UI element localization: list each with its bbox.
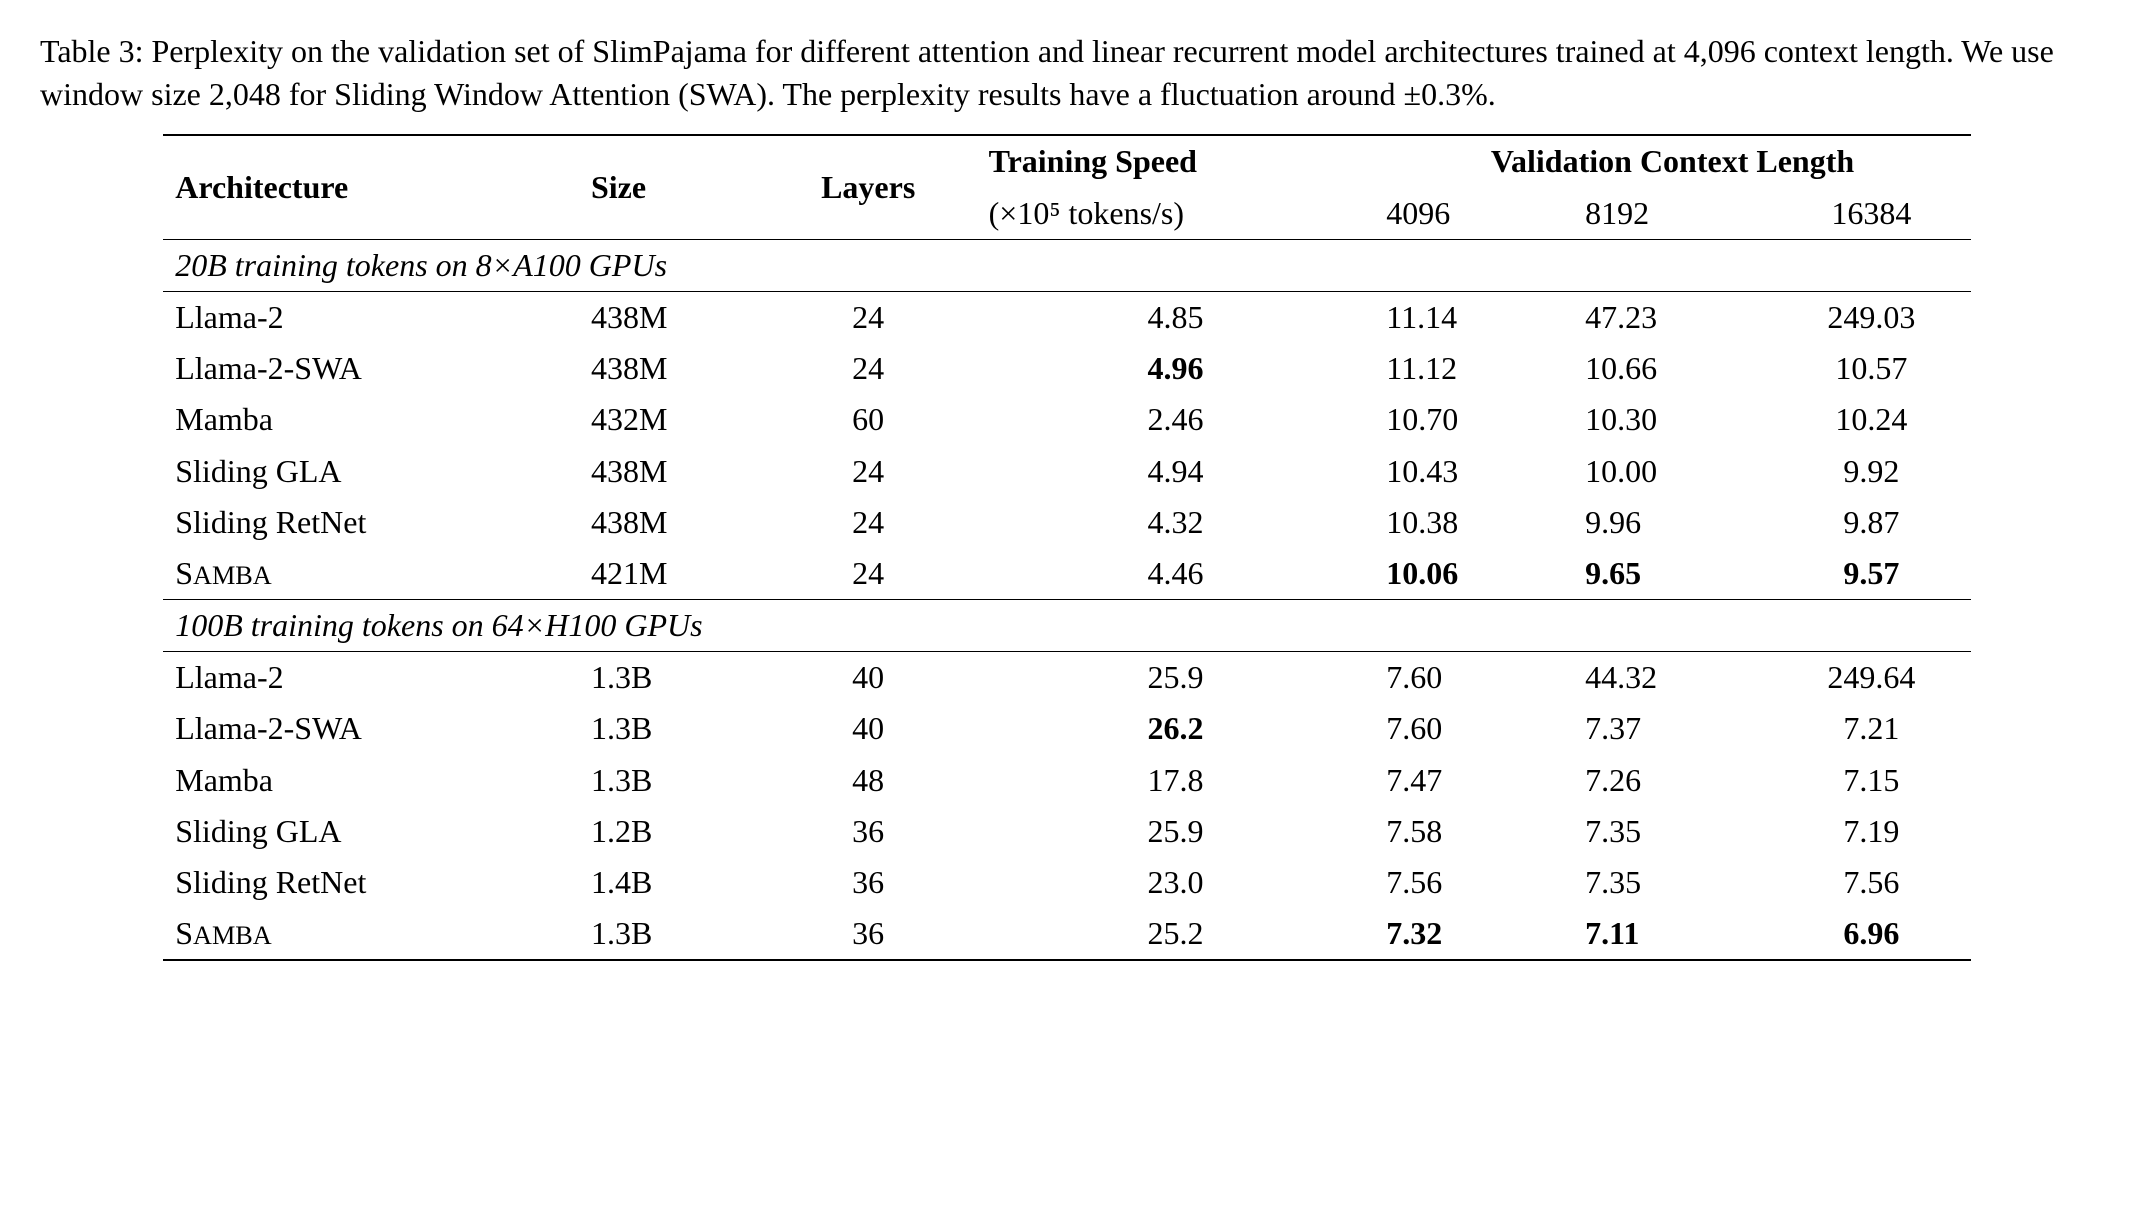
cell-val-8192: 9.96 bbox=[1573, 497, 1772, 548]
cell-layers: 36 bbox=[760, 806, 977, 857]
cell-val-16384: 7.21 bbox=[1772, 703, 1971, 754]
cell-architecture: Llama-2-SWA bbox=[163, 703, 579, 754]
cell-layers: 36 bbox=[760, 908, 977, 960]
cell-val-4096: 7.47 bbox=[1374, 755, 1573, 806]
cell-speed: 25.9 bbox=[977, 652, 1375, 704]
cell-val-4096: 11.12 bbox=[1374, 343, 1573, 394]
cell-val-8192: 10.66 bbox=[1573, 343, 1772, 394]
cell-speed: 26.2 bbox=[977, 703, 1375, 754]
cell-val-4096: 10.43 bbox=[1374, 446, 1573, 497]
cell-speed: 25.2 bbox=[977, 908, 1375, 960]
cell-size: 1.3B bbox=[579, 703, 760, 754]
header-4096: 4096 bbox=[1374, 188, 1573, 240]
cell-size: 438M bbox=[579, 343, 760, 394]
cell-layers: 36 bbox=[760, 857, 977, 908]
cell-val-8192: 10.30 bbox=[1573, 394, 1772, 445]
cell-val-8192: 9.65 bbox=[1573, 548, 1772, 600]
cell-architecture: Mamba bbox=[163, 755, 579, 806]
cell-architecture: Mamba bbox=[163, 394, 579, 445]
cell-val-4096: 7.58 bbox=[1374, 806, 1573, 857]
caption-text: Perplexity on the validation set of Slim… bbox=[40, 33, 2054, 112]
table-caption: Table 3: Perplexity on the validation se… bbox=[40, 30, 2094, 116]
cell-architecture: Sliding GLA bbox=[163, 806, 579, 857]
cell-val-8192: 47.23 bbox=[1573, 291, 1772, 343]
header-training-speed-sub: (×10⁵ tokens/s) bbox=[977, 188, 1375, 240]
header-16384: 16384 bbox=[1772, 188, 1971, 240]
cell-size: 1.3B bbox=[579, 652, 760, 704]
cell-speed: 2.46 bbox=[977, 394, 1375, 445]
cell-speed: 17.8 bbox=[977, 755, 1375, 806]
cell-size: 1.2B bbox=[579, 806, 760, 857]
cell-size: 421M bbox=[579, 548, 760, 600]
cell-size: 1.3B bbox=[579, 908, 760, 960]
cell-speed: 25.9 bbox=[977, 806, 1375, 857]
cell-speed: 4.85 bbox=[977, 291, 1375, 343]
cell-layers: 60 bbox=[760, 394, 977, 445]
cell-architecture: Sliding RetNet bbox=[163, 857, 579, 908]
cell-size: 438M bbox=[579, 497, 760, 548]
cell-architecture: Llama-2 bbox=[163, 652, 579, 704]
cell-size: 1.3B bbox=[579, 755, 760, 806]
header-size: Size bbox=[579, 135, 760, 239]
cell-layers: 24 bbox=[760, 446, 977, 497]
cell-speed: 4.94 bbox=[977, 446, 1375, 497]
cell-val-4096: 7.60 bbox=[1374, 652, 1573, 704]
cell-size: 432M bbox=[579, 394, 760, 445]
cell-layers: 40 bbox=[760, 703, 977, 754]
cell-val-4096: 7.32 bbox=[1374, 908, 1573, 960]
caption-prefix: Table 3: bbox=[40, 33, 152, 69]
section-title: 100B training tokens on 64×H100 GPUs bbox=[163, 600, 1971, 652]
cell-layers: 48 bbox=[760, 755, 977, 806]
header-training-speed: Training Speed bbox=[977, 135, 1375, 187]
cell-val-4096: 10.70 bbox=[1374, 394, 1573, 445]
cell-val-16384: 10.57 bbox=[1772, 343, 1971, 394]
cell-val-8192: 7.37 bbox=[1573, 703, 1772, 754]
cell-speed: 4.96 bbox=[977, 343, 1375, 394]
results-table: Architecture Size Layers Training Speed … bbox=[163, 134, 1971, 961]
cell-layers: 24 bbox=[760, 343, 977, 394]
cell-architecture: Llama-2-SWA bbox=[163, 343, 579, 394]
cell-architecture: Sliding GLA bbox=[163, 446, 579, 497]
cell-val-8192: 7.35 bbox=[1573, 857, 1772, 908]
cell-size: 1.4B bbox=[579, 857, 760, 908]
cell-val-16384: 7.15 bbox=[1772, 755, 1971, 806]
section-title: 20B training tokens on 8×A100 GPUs bbox=[163, 239, 1971, 291]
cell-architecture: Sliding RetNet bbox=[163, 497, 579, 548]
header-layers: Layers bbox=[760, 135, 977, 239]
cell-val-16384: 7.19 bbox=[1772, 806, 1971, 857]
cell-layers: 24 bbox=[760, 291, 977, 343]
cell-speed: 23.0 bbox=[977, 857, 1375, 908]
cell-val-4096: 10.38 bbox=[1374, 497, 1573, 548]
cell-val-4096: 7.56 bbox=[1374, 857, 1573, 908]
cell-val-4096: 11.14 bbox=[1374, 291, 1573, 343]
cell-val-16384: 6.96 bbox=[1772, 908, 1971, 960]
header-validation: Validation Context Length bbox=[1374, 135, 1970, 187]
header-8192: 8192 bbox=[1573, 188, 1772, 240]
cell-val-4096: 10.06 bbox=[1374, 548, 1573, 600]
cell-layers: 40 bbox=[760, 652, 977, 704]
cell-val-16384: 9.57 bbox=[1772, 548, 1971, 600]
cell-architecture: SAMBA bbox=[163, 908, 579, 960]
cell-speed: 4.46 bbox=[977, 548, 1375, 600]
cell-layers: 24 bbox=[760, 548, 977, 600]
cell-val-8192: 7.26 bbox=[1573, 755, 1772, 806]
cell-val-16384: 249.03 bbox=[1772, 291, 1971, 343]
cell-size: 438M bbox=[579, 291, 760, 343]
cell-val-16384: 7.56 bbox=[1772, 857, 1971, 908]
cell-val-16384: 249.64 bbox=[1772, 652, 1971, 704]
cell-val-8192: 44.32 bbox=[1573, 652, 1772, 704]
cell-architecture: SAMBA bbox=[163, 548, 579, 600]
header-architecture: Architecture bbox=[163, 135, 579, 239]
cell-speed: 4.32 bbox=[977, 497, 1375, 548]
cell-val-16384: 10.24 bbox=[1772, 394, 1971, 445]
cell-val-8192: 10.00 bbox=[1573, 446, 1772, 497]
cell-val-16384: 9.87 bbox=[1772, 497, 1971, 548]
cell-size: 438M bbox=[579, 446, 760, 497]
cell-val-8192: 7.11 bbox=[1573, 908, 1772, 960]
cell-val-4096: 7.60 bbox=[1374, 703, 1573, 754]
cell-val-8192: 7.35 bbox=[1573, 806, 1772, 857]
cell-val-16384: 9.92 bbox=[1772, 446, 1971, 497]
cell-architecture: Llama-2 bbox=[163, 291, 579, 343]
cell-layers: 24 bbox=[760, 497, 977, 548]
